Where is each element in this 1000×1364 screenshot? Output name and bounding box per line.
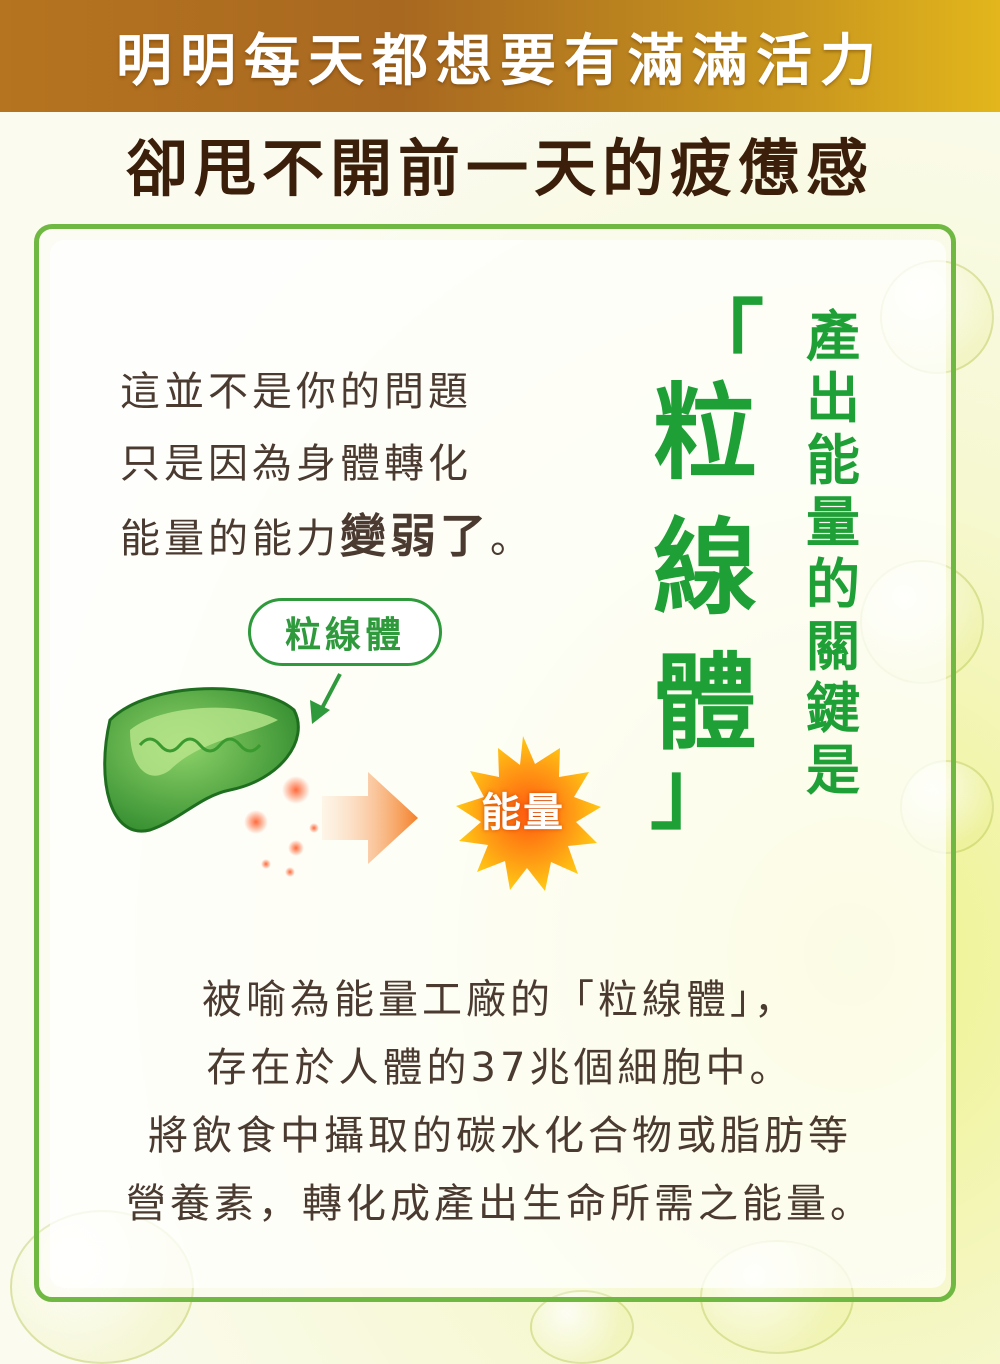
energy-label: 能量 (481, 790, 565, 836)
mitochondria-tag: 粒線體 (248, 598, 442, 666)
body-text: 被喻為能量工廠的「粒線體」， 存在於人體的37兆個細胞中。 將飲食中攝取的碳水化… (60, 966, 940, 1238)
highlight-char-3: 體 (652, 642, 757, 764)
body-line-2: 存在於人體的37兆個細胞中。 (206, 1045, 794, 1091)
intro-line-1: 這並不是你的問題 (120, 369, 472, 415)
mitochondria-tag-label: 粒線體 (284, 615, 405, 656)
body-line-4: 營養素，轉化成產出生命所需之能量。 (126, 1181, 874, 1227)
page-subtitle: 卻甩不開前一天的疲憊感 (125, 132, 874, 205)
header-banner: 明明每天都想要有滿滿活力 (0, 0, 1000, 112)
intro-line-2: 只是因為身體轉化 (120, 441, 472, 487)
highlight-char-1: 粒 (652, 372, 757, 494)
body-line-1: 被喻為能量工廠的「粒線體」， (202, 977, 798, 1023)
intro-line-3-suffix: 。 (490, 516, 534, 562)
mitochondria-highlight: 粒 線 體 (650, 366, 760, 771)
vertical-caption: 產出能量的關鍵是 (806, 305, 860, 802)
intro-text: 這並不是你的問題 只是因為身體轉化 能量的能力變弱了。 (120, 356, 534, 575)
body-line-3: 將飲食中攝取的碳水化合物或脂肪等 (148, 1113, 852, 1159)
highlight-char-2: 線 (652, 507, 757, 629)
bracket-open: 「 (680, 291, 765, 389)
background-bubble (530, 1290, 634, 1364)
intro-line-3-strong: 變弱了 (340, 509, 490, 563)
intro-line-3: 能量的能力變弱了。 (120, 500, 534, 575)
bracket-close: 」 (650, 743, 735, 841)
header-title: 明明每天都想要有滿滿活力 (116, 28, 884, 94)
intro-line-3-prefix: 能量的能力 (120, 516, 340, 562)
